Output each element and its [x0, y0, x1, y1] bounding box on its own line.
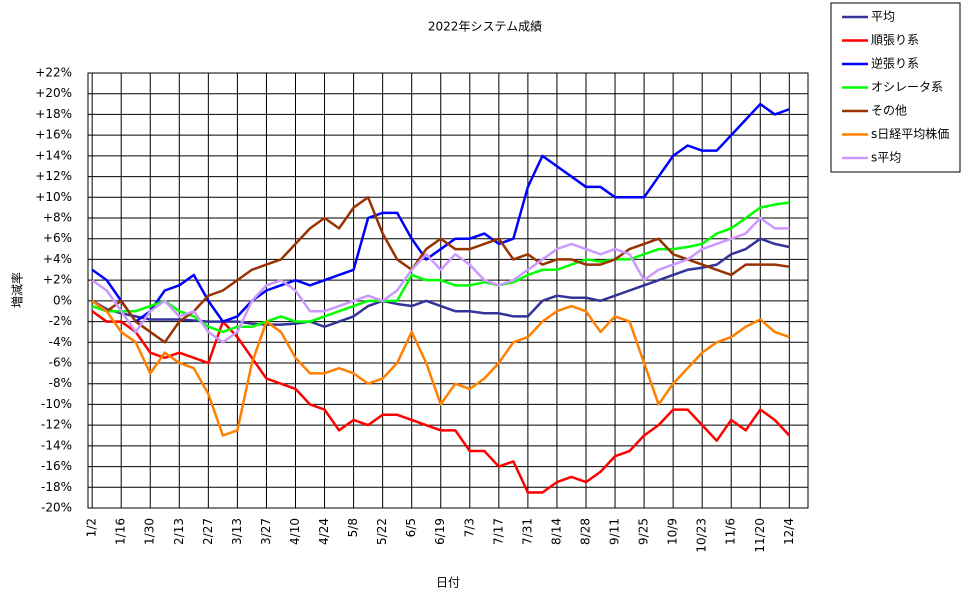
- x-tick-label: 7/31: [520, 518, 534, 545]
- x-tick-label: 11/20: [753, 518, 767, 553]
- x-tick-label: 7/3: [462, 518, 476, 537]
- y-tick-label: -20%: [41, 501, 72, 515]
- y-tick-label: +14%: [35, 148, 72, 162]
- series-line: [91, 196, 790, 344]
- x-tick-label: 4/10: [288, 518, 302, 545]
- x-tick-label: 12/4: [782, 518, 796, 545]
- plot-area: [87, 72, 809, 509]
- x-tick-label: 7/17: [491, 518, 505, 545]
- y-tick-label: +12%: [35, 169, 72, 183]
- x-axis-label: 日付: [436, 576, 460, 590]
- x-tick-label: 10/9: [666, 518, 680, 545]
- legend-label: その他: [871, 104, 907, 118]
- x-tick-label: 6/19: [433, 518, 447, 545]
- legend-label: s日経平均株価: [871, 126, 949, 141]
- legend-label: 順張り系: [871, 33, 919, 47]
- y-tick-label: -14%: [41, 438, 72, 452]
- x-tick-label: 8/28: [578, 518, 592, 545]
- y-tick-label: -12%: [41, 418, 72, 432]
- x-tick-label: 8/14: [549, 518, 563, 545]
- x-tick-label: 4/24: [317, 518, 331, 545]
- y-axis-label: 増減率: [10, 272, 25, 308]
- y-tick-label: +2%: [43, 273, 72, 287]
- x-tick-label: 3/13: [230, 518, 244, 545]
- y-tick-label: +22%: [35, 66, 72, 80]
- x-tick-label: 5/22: [375, 518, 389, 545]
- x-tick-label: 9/11: [608, 518, 622, 545]
- y-tick-label: +8%: [43, 211, 72, 225]
- series-line: [91, 237, 790, 328]
- x-tick-label: 5/8: [346, 518, 360, 537]
- x-tick-label: 11/6: [724, 518, 738, 545]
- series-line: [91, 299, 790, 437]
- y-tick-label: +20%: [35, 86, 72, 100]
- y-tick-label: -2%: [49, 314, 72, 328]
- chart-title: 2022年システム成績: [428, 20, 542, 34]
- y-tick-label: +10%: [35, 190, 72, 204]
- y-tick-label: -10%: [41, 397, 72, 411]
- y-tick-label: -16%: [41, 459, 72, 473]
- series-line: [91, 216, 790, 344]
- series-line: [91, 310, 791, 494]
- y-tick-label: +4%: [43, 252, 72, 266]
- legend-label: 平均: [871, 10, 895, 24]
- series-line: [91, 201, 790, 334]
- x-tick-label: 9/25: [637, 518, 651, 545]
- y-tick-label: -18%: [41, 480, 72, 494]
- x-tick-label: 1/30: [143, 518, 157, 545]
- x-tick-label: 2/13: [172, 518, 186, 545]
- y-tick-label: -6%: [49, 356, 72, 370]
- legend-label: 逆張り系: [871, 56, 919, 71]
- x-tick-label: 3/27: [259, 518, 273, 545]
- y-tick-label: -4%: [49, 335, 72, 349]
- legend-label: オシレータ系: [871, 80, 943, 94]
- y-tick-label: +6%: [43, 231, 72, 245]
- x-tick-label: 1/2: [85, 518, 99, 537]
- legend-label: s平均: [871, 151, 901, 165]
- x-tick-label: 1/16: [114, 518, 128, 545]
- y-tick-label: +16%: [35, 128, 72, 142]
- x-tick-label: 2/27: [201, 518, 215, 545]
- y-tick-label: 0%: [53, 293, 72, 307]
- x-tick-label: 6/5: [404, 518, 418, 537]
- y-tick-label: -8%: [49, 376, 72, 390]
- y-tick-label: +18%: [35, 107, 72, 121]
- series-line: [91, 102, 790, 323]
- x-tick-label: 10/23: [695, 518, 709, 553]
